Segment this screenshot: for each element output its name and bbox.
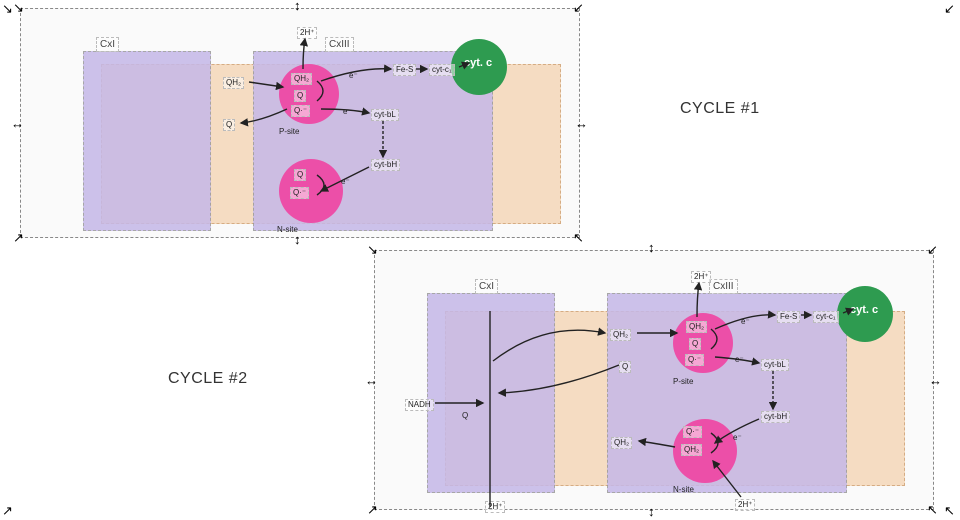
sp-nadh-2: NADH [405,399,434,411]
sp-qdotn-2: Q·⁻ [683,426,702,438]
sp-nsite-2: N-site [671,485,696,495]
p2-handle-tc: ↕ [648,241,662,255]
sp-e2-2: e⁻ [733,355,746,365]
sp-cytbL-1: cyt-bL [371,109,399,121]
sp-cytbH-2: cyt-bH [761,411,790,423]
handle-tr: ↙ [944,2,958,16]
cxI-label-2: CxI [475,279,498,294]
p1-handle-tr: ↙ [573,1,587,15]
cytc-label-1: cyt. c [462,58,494,68]
sp-cytc1-1: cyt-c₁ [429,64,455,76]
p2-handle-mr: ↔ [929,374,943,388]
cycle2-label: CYCLE #2 [168,370,248,388]
sp-qh2-in-1: QH₂ [223,77,244,89]
sp-hbot1-2: 2H⁺ [485,501,505,513]
p2-handle-ml: ↔ [365,374,379,388]
n-site-circle-1 [279,159,343,223]
cxI-2 [427,293,555,493]
p1-handle-mr: ↔ [575,117,589,131]
sp-q-out-1: Q [223,119,235,131]
sp-qdot-2: Q·⁻ [685,354,704,366]
handle-tl: ↘ [2,2,16,16]
cxI-label-1: CxI [96,37,119,52]
sp-e3-2: e⁻ [731,433,744,443]
sp-fes-1: Fe-S [393,64,416,76]
sp-hbot2-2: 2H⁺ [735,499,755,511]
sp-q-1: Q [294,90,306,102]
handle-br: ↖ [944,504,958,518]
handle-bl: ↗ [2,504,16,518]
cxIII-label-2: CxIII [709,279,738,294]
sp-qdot-1: Q·⁻ [291,105,310,117]
sp-e1-1: e⁻ [347,71,360,81]
cycle1-label: CYCLE #1 [680,100,760,118]
sp-h-top-1: 2H⁺ [297,27,317,39]
sp-e3-1: e⁻ [339,177,352,187]
cytc-label-2: cyt. c [848,305,880,315]
p2-handle-bc: ↕ [648,505,662,519]
sp-nsite-1: N-site [275,225,300,235]
p1-handle-tl: ↘ [13,1,27,15]
sp-cytc1-2: cyt-c₁ [813,311,839,323]
sp-h-top-2: 2H⁺ [691,271,711,283]
p1-handle-ml: ↔ [11,117,25,131]
sp-qh2-1: QH₂ [291,73,312,85]
sp-fes-2: Fe-S [777,311,800,323]
sp-psite-1: P-site [277,127,301,137]
p2-handle-tl: ↘ [367,243,381,257]
sp-psite-2: P-site [671,377,695,387]
sp-qsmall-2: Q [460,411,470,421]
cxIII-label-1: CxIII [325,37,354,52]
sp-q-2: Q [689,338,701,350]
sp-qdot2-1: Q·⁻ [290,187,309,199]
p2-handle-br: ↖ [927,503,941,517]
p1-handle-bl: ↗ [13,231,27,245]
p2-handle-bl: ↗ [367,503,381,517]
p1-handle-br: ↖ [573,231,587,245]
sp-q2-1: Q [294,169,306,181]
sp-e1-2: e⁻ [739,317,752,327]
panel-cycle1[interactable]: ↘ ↙ ↗ ↖ ↕ ↕ ↔ ↔ CxI CxIII cyt. c 2H⁺ QH₂… [20,8,580,238]
sp-cytbL-2: cyt-bL [761,359,789,371]
p1-handle-bc: ↕ [294,233,308,247]
sp-qh2n-2: QH₂ [681,444,702,456]
sp-e2-1: e⁻ [341,107,354,117]
cxI-1 [83,51,211,231]
sp-qh2-2: QH₂ [610,329,631,341]
sp-qout-2: Q [619,361,631,373]
p1-handle-tc: ↕ [294,0,308,13]
sp-qh2out-2: QH₂ [611,437,632,449]
panel-cycle2[interactable]: ↘ ↙ ↗ ↖ ↕ ↕ ↔ ↔ CxI CxIII cyt. c 2H⁺ NAD… [374,250,934,510]
sp-cytbH-1: cyt-bH [371,159,400,171]
p2-handle-tr: ↙ [927,243,941,257]
sp-qh2in-2: QH₂ [686,321,707,333]
